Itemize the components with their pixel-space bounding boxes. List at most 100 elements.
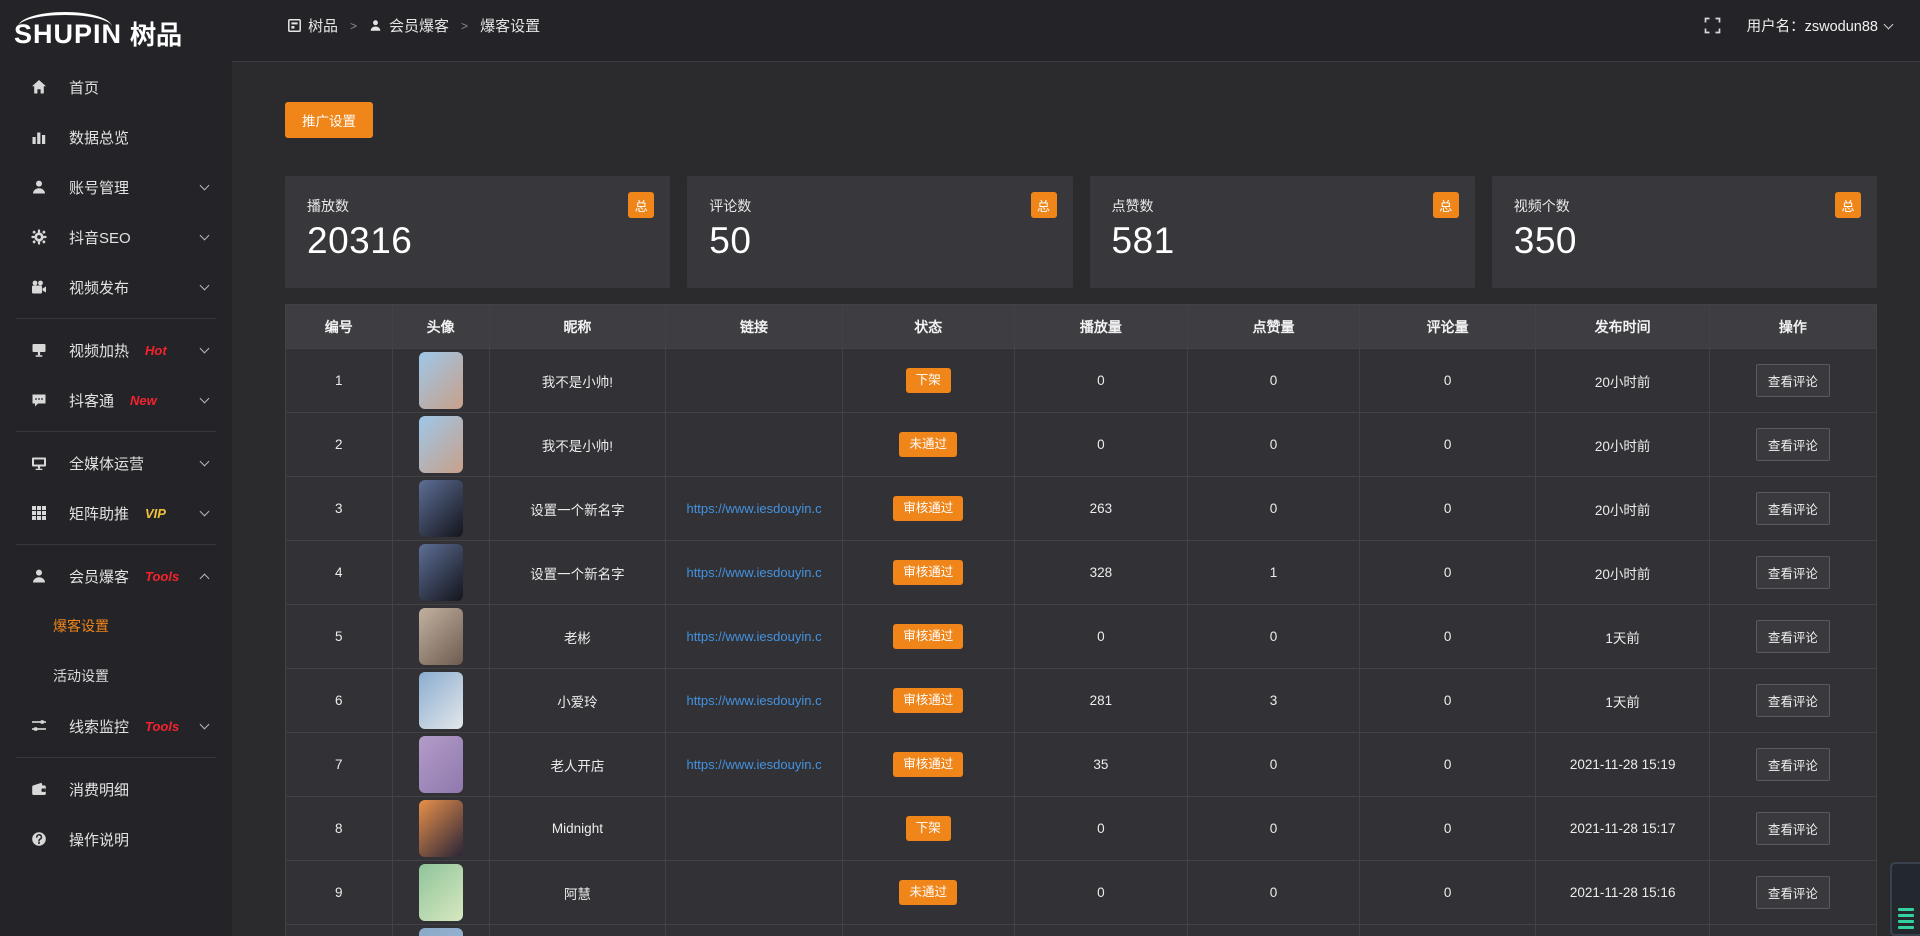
breadcrumb-separator: >: [461, 18, 469, 33]
view-comments-button[interactable]: 查看评论: [1755, 876, 1830, 909]
cell-likes: 0: [1269, 757, 1278, 772]
cell-comments: 0: [1443, 629, 1452, 644]
status-badge: 审核通过: [893, 752, 964, 777]
avatar: [418, 608, 463, 665]
vip-tag: VIP: [145, 505, 166, 521]
topbar-right: 用户名：zswodun88: [1700, 13, 1894, 38]
sidebar-item-doketong[interactable]: 抖客通 New: [0, 375, 232, 425]
video-link[interactable]: https://www.iesdouyin.c: [686, 565, 822, 580]
cell-comments: 0: [1443, 885, 1452, 900]
sidebar-item-label: 数据总览: [69, 129, 130, 147]
cell-comments: 0: [1443, 373, 1452, 388]
cell-publish-time: 20小时前: [1594, 502, 1651, 518]
view-comments-button[interactable]: 查看评论: [1755, 812, 1830, 845]
message-icon: [30, 392, 48, 408]
status-badge: 审核通过: [893, 560, 964, 585]
cell-number: 4: [335, 565, 343, 580]
cell-nickname: 老人开店: [550, 758, 605, 774]
view-comments-button[interactable]: 查看评论: [1755, 428, 1830, 461]
cell-comments: 0: [1443, 501, 1452, 516]
sidebar-item-video-heating[interactable]: 视频加热 Hot: [0, 325, 232, 375]
breadcrumb-item-baoke-settings: 爆客设置: [480, 15, 540, 36]
sidebar-item-data-overview[interactable]: 数据总览: [0, 112, 232, 162]
view-comments-button[interactable]: 查看评论: [1755, 620, 1830, 653]
chevron-down-icon: [199, 719, 210, 730]
sidebar-item-operation-guide[interactable]: 操作说明: [0, 814, 232, 864]
sidebar-item-matrix-boost[interactable]: 矩阵助推 VIP: [0, 488, 232, 538]
table-row: 1 我不是小帅! 下架 0 0 0 20小时前 查看评论: [285, 348, 1878, 413]
avatar: [418, 800, 463, 857]
cell-plays: 0: [1097, 373, 1105, 388]
avatar: [418, 736, 463, 793]
stat-label: 视频个数: [1513, 198, 1570, 214]
avatar: [418, 480, 463, 537]
header-actions: 操作: [1708, 304, 1878, 349]
video-link[interactable]: https://www.iesdouyin.c: [686, 693, 822, 708]
cell-number: 2: [335, 437, 343, 452]
view-comments-button[interactable]: 查看评论: [1755, 556, 1830, 589]
chevron-up-icon: [199, 573, 210, 584]
total-badge: 总: [1030, 192, 1057, 218]
stat-card-videos: 视频个数 350 总: [1491, 176, 1877, 288]
view-comments-button[interactable]: 查看评论: [1755, 364, 1830, 397]
sidebar-item-label: 全媒体运营: [69, 455, 145, 473]
dashboard-icon: [288, 19, 301, 32]
cell-number: 8: [335, 821, 343, 836]
breadcrumb-item-shupin[interactable]: 树品: [288, 15, 338, 36]
sidebar-item-clue-monitoring[interactable]: 线索监控 Tools: [0, 701, 232, 751]
sidebar-subitem-activity-settings[interactable]: 活动设置: [0, 651, 232, 701]
cell-nickname: 阿慧: [563, 886, 591, 902]
cell-number: 6: [335, 693, 343, 708]
table-row: 8 Midnight 下架 0 0 0 2021-11-28 15:17 查看评…: [285, 796, 1878, 861]
sidebar-item-consumption-details[interactable]: 消费明细: [0, 764, 232, 814]
stat-card-plays: 播放数 20316 总: [285, 176, 671, 288]
status-badge: 审核通过: [893, 688, 964, 713]
status-badge: 审核通过: [893, 496, 964, 521]
stat-label: 播放数: [307, 198, 349, 214]
cell-plays: 328: [1089, 565, 1113, 580]
video-link[interactable]: https://www.iesdouyin.c: [686, 757, 822, 772]
sliders-icon: [30, 718, 48, 734]
cell-number: 1: [335, 373, 343, 388]
avatar: [418, 928, 463, 936]
sidebar-item-member-baoke[interactable]: 会员爆客 Tools: [0, 551, 232, 601]
sidebar-subitem-baoke-settings[interactable]: 爆客设置: [0, 601, 232, 651]
logo-text-en: SHUPIN: [14, 12, 123, 49]
sidebar-item-omnimedia-operation[interactable]: 全媒体运营: [0, 438, 232, 488]
video-link[interactable]: https://www.iesdouyin.c: [686, 501, 822, 516]
stat-value: 350: [1513, 220, 1577, 261]
user-dropdown[interactable]: 用户名：zswodun88: [1747, 15, 1894, 36]
chevron-down-icon: [199, 343, 210, 354]
widget-bar: [1898, 908, 1914, 911]
sidebar-item-douyin-seo[interactable]: 抖音SEO: [0, 212, 232, 262]
promotion-settings-button[interactable]: 推广设置: [285, 102, 373, 138]
cell-publish-time: 20小时前: [1594, 438, 1651, 454]
cell-nickname: 设置一个新名字: [530, 502, 625, 518]
status-badge: 下架: [905, 368, 951, 393]
video-link[interactable]: https://www.iesdouyin.c: [686, 629, 822, 644]
stat-label: 评论数: [709, 198, 752, 214]
cell-nickname: 老彬: [563, 630, 591, 646]
cell-publish-time: 1天前: [1605, 630, 1640, 646]
fullscreen-icon[interactable]: [1700, 13, 1725, 38]
table-row: 2 我不是小帅! 未通过 0 0 0 20小时前 查看评论: [285, 412, 1878, 477]
avatar: [418, 352, 463, 409]
breadcrumb-item-member-baoke[interactable]: 会员爆客: [369, 15, 449, 36]
cell-comments: 0: [1443, 565, 1452, 580]
sidebar-item-account-management[interactable]: 账号管理: [0, 162, 232, 212]
sidebar-item-home[interactable]: 首页: [0, 62, 232, 112]
sidebar-item-video-publish[interactable]: 视频发布: [0, 262, 232, 312]
stat-value: 20316: [307, 220, 413, 261]
view-comments-button[interactable]: 查看评论: [1755, 492, 1830, 525]
view-comments-button[interactable]: 查看评论: [1755, 748, 1830, 781]
floating-widget[interactable]: [1890, 862, 1920, 936]
header-status: 状态: [841, 304, 1015, 349]
table-row: 5 老彬 https://www.iesdouyin.c 审核通过 0 0 0 …: [285, 604, 1878, 669]
cell-plays: 281: [1089, 693, 1113, 708]
view-comments-button[interactable]: 查看评论: [1755, 684, 1830, 717]
breadcrumb-label: 树品: [308, 18, 339, 35]
cell-likes: 0: [1269, 501, 1278, 516]
breadcrumb: 树品 > 会员爆客 > 爆客设置: [288, 15, 540, 36]
total-badge: 总: [1432, 192, 1459, 218]
sidebar-item-label: 账号管理: [69, 179, 130, 197]
